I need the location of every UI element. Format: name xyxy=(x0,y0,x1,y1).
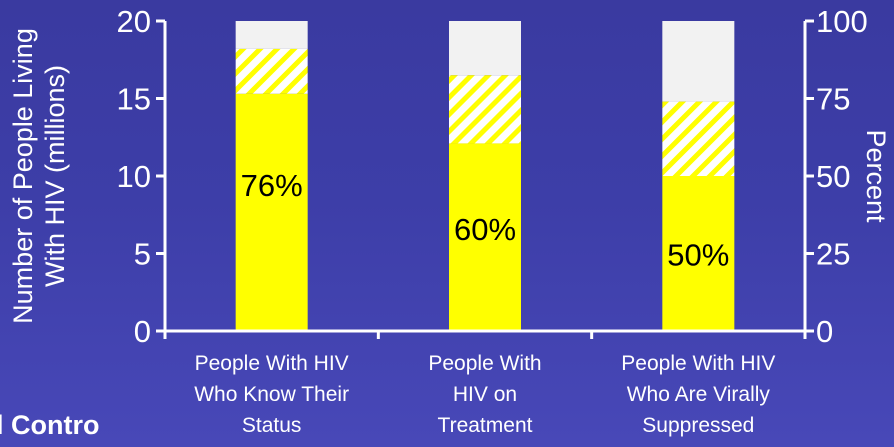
data-label: 50% xyxy=(667,238,729,273)
y-tick-label: 5 xyxy=(134,237,151,272)
x-tick-label: People With HIV xyxy=(195,352,349,375)
x-tick-label: Status xyxy=(242,414,302,437)
x-tick-label: Who Know Their xyxy=(194,383,349,406)
x-tick-label: Suppressed xyxy=(642,414,754,437)
y-tick-label: 15 xyxy=(117,82,151,117)
bar-range-segment xyxy=(449,75,521,144)
y-tick-label: 10 xyxy=(117,159,151,194)
bar-total-segment xyxy=(449,21,521,76)
data-label: 76% xyxy=(241,168,303,203)
y-axis-label: Number of People Living xyxy=(8,28,38,324)
right-y-tick-label: 25 xyxy=(816,237,850,272)
right-y-tick-label: 50 xyxy=(816,159,850,194)
right-y-tick-label: 100 xyxy=(816,4,868,39)
right-y-axis-label: Percent xyxy=(861,129,891,223)
y-axis-label: With HIV (millions) xyxy=(40,65,70,287)
right-y-tick-label: 75 xyxy=(816,82,850,117)
data-label: 60% xyxy=(454,212,516,247)
bar-value-segment xyxy=(235,93,308,331)
y-tick-label: 0 xyxy=(134,314,151,349)
x-tick-label: Who Are Virally xyxy=(627,383,771,406)
x-tick-label: People With HIV xyxy=(621,352,775,375)
x-tick-label: People With xyxy=(428,352,541,375)
bar-range-segment xyxy=(235,48,308,94)
bar-range-segment xyxy=(662,101,735,176)
bar-total-segment xyxy=(235,21,308,49)
x-tick-label: Treatment xyxy=(438,414,533,437)
bar-value-segment xyxy=(662,176,735,331)
right-y-tick-label: 0 xyxy=(816,314,833,349)
footer-text: l Contro xyxy=(0,410,100,440)
y-tick-label: 20 xyxy=(117,4,151,39)
bar-total-segment xyxy=(662,21,735,102)
x-tick-label: HIV on xyxy=(453,383,517,406)
bar-value-segment xyxy=(449,143,521,331)
